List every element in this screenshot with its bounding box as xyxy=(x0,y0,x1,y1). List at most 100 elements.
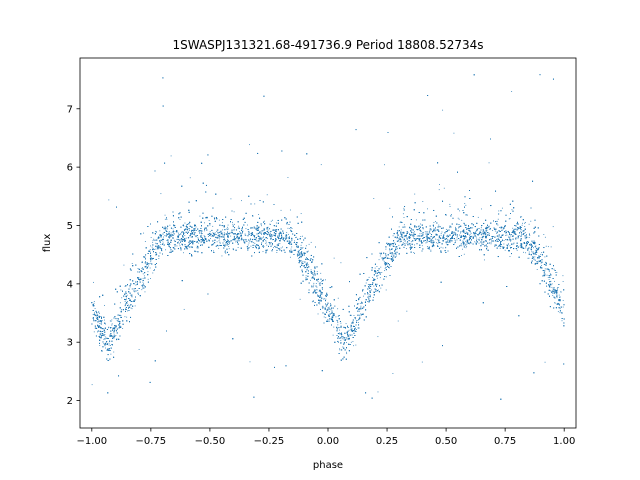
data-point xyxy=(490,243,492,245)
data-point xyxy=(524,232,526,234)
data-point xyxy=(337,324,339,326)
data-point xyxy=(401,231,403,233)
data-point xyxy=(232,238,234,240)
data-point xyxy=(503,246,505,248)
data-point xyxy=(392,258,394,260)
data-point xyxy=(392,235,394,237)
data-point xyxy=(403,243,405,244)
data-point xyxy=(254,244,256,246)
data-point xyxy=(492,230,494,232)
data-point xyxy=(398,237,400,239)
data-point xyxy=(286,232,288,233)
data-point xyxy=(461,243,463,245)
data-point xyxy=(137,294,139,295)
data-point xyxy=(389,267,390,269)
data-point xyxy=(312,272,314,273)
data-point xyxy=(313,275,315,277)
data-point xyxy=(552,226,554,228)
data-point xyxy=(120,310,122,312)
data-point xyxy=(287,177,289,178)
data-point xyxy=(410,230,412,232)
data-point xyxy=(99,334,101,336)
data-point xyxy=(302,235,303,237)
data-point xyxy=(524,222,526,224)
data-point xyxy=(562,299,564,301)
data-point xyxy=(110,320,112,322)
data-point xyxy=(466,229,468,230)
data-point xyxy=(339,333,341,335)
data-point xyxy=(529,234,531,236)
data-point xyxy=(503,240,505,242)
data-point xyxy=(490,242,492,244)
data-point xyxy=(510,235,512,237)
data-point xyxy=(414,253,415,254)
data-point xyxy=(404,236,406,238)
data-point xyxy=(534,262,536,264)
data-point xyxy=(270,223,271,225)
data-point xyxy=(316,289,318,291)
data-point xyxy=(429,228,431,230)
data-point xyxy=(546,274,548,276)
data-point xyxy=(93,302,95,304)
data-point xyxy=(550,290,552,292)
data-point xyxy=(337,322,339,324)
data-point xyxy=(224,250,226,252)
data-point xyxy=(291,228,293,229)
data-point xyxy=(375,272,377,274)
data-point xyxy=(234,223,235,225)
data-point xyxy=(452,236,453,238)
data-point xyxy=(230,231,232,233)
data-point xyxy=(509,256,511,258)
data-point xyxy=(473,235,475,237)
data-point xyxy=(150,245,151,247)
data-point xyxy=(168,231,170,232)
data-point xyxy=(436,239,438,241)
data-point xyxy=(424,231,426,233)
data-point xyxy=(364,301,366,303)
data-point xyxy=(141,286,143,287)
data-point xyxy=(228,241,230,243)
data-point xyxy=(169,237,171,239)
data-point xyxy=(263,245,264,247)
data-point xyxy=(380,287,382,289)
data-point xyxy=(335,316,337,318)
data-point xyxy=(419,233,421,235)
data-point xyxy=(108,342,110,344)
data-point xyxy=(413,252,415,253)
data-point xyxy=(450,214,452,215)
data-point xyxy=(392,253,394,255)
data-point xyxy=(512,227,514,229)
data-point xyxy=(97,313,99,315)
data-point xyxy=(483,235,485,237)
data-point xyxy=(550,246,552,248)
data-point xyxy=(445,246,447,248)
data-point xyxy=(385,276,387,278)
data-point xyxy=(315,274,316,276)
data-point xyxy=(363,295,364,297)
data-point xyxy=(484,240,486,242)
data-point xyxy=(178,243,180,245)
data-point xyxy=(365,282,367,284)
data-point xyxy=(470,232,472,234)
data-point xyxy=(461,245,463,247)
data-point xyxy=(339,348,340,350)
data-point xyxy=(254,242,256,244)
data-point xyxy=(296,242,298,244)
data-point xyxy=(166,239,168,241)
data-point xyxy=(534,252,536,254)
data-point xyxy=(145,264,147,266)
data-point xyxy=(166,227,168,229)
data-point xyxy=(113,330,115,332)
data-point xyxy=(227,232,229,234)
data-point xyxy=(253,242,255,244)
data-point xyxy=(110,327,112,329)
data-point xyxy=(546,285,547,287)
data-point xyxy=(128,298,130,299)
data-point xyxy=(261,245,263,247)
data-point xyxy=(449,227,451,229)
data-point xyxy=(358,314,360,316)
data-point xyxy=(508,218,510,220)
data-point xyxy=(229,243,230,245)
data-point xyxy=(497,224,499,226)
data-point xyxy=(519,235,521,237)
